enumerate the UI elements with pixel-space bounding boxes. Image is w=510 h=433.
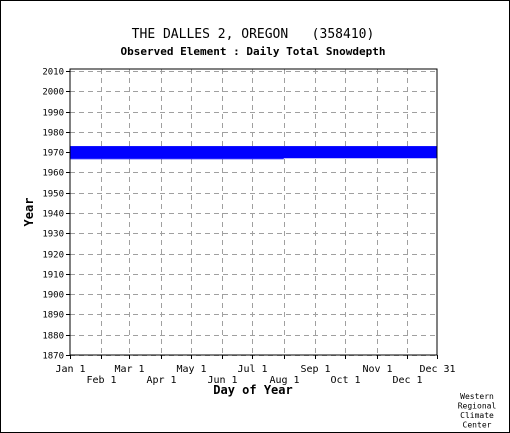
x-tick-label: Aug 1 — [269, 375, 299, 386]
chart-subtitle: Observed Element : Daily Total Snowdepth — [121, 45, 386, 58]
x-tick-label: Dec 1 — [392, 375, 422, 386]
y-axis-label: Year — [22, 198, 36, 227]
y-tick-label: 2000 — [42, 88, 64, 98]
credit-line: Climate — [460, 411, 494, 420]
x-tick-label: Jan 1 — [55, 364, 85, 375]
y-tick-label: 1950 — [42, 190, 64, 200]
snowdepth-bar — [70, 146, 437, 159]
x-tick-label: Jul 1 — [237, 364, 267, 375]
x-tick-label: Dec 31 — [419, 364, 455, 375]
y-tick-label: 1910 — [42, 271, 64, 281]
credit-line: Western — [460, 392, 494, 401]
y-tick-label: 1980 — [42, 129, 64, 139]
y-tick-label: 1870 — [42, 352, 64, 362]
plot-border — [69, 68, 438, 356]
x-tick-label: Feb 1 — [86, 375, 116, 386]
y-tick-label: 1960 — [42, 169, 64, 179]
grid-lines — [70, 69, 437, 356]
y-tick-label: 2010 — [42, 68, 64, 78]
x-tick-label: Sep 1 — [300, 364, 330, 375]
y-tick-label: 1930 — [42, 230, 64, 240]
credit-line: Regional — [458, 402, 497, 411]
x-tick-label: Oct 1 — [330, 375, 360, 386]
y-tick-label: 1970 — [42, 149, 64, 159]
plot-area — [70, 69, 437, 355]
x-axis-label: Day of Year — [213, 383, 292, 397]
x-tick-label: Apr 1 — [146, 375, 176, 386]
y-tick-label: 1940 — [42, 210, 64, 220]
snowdepth-bar — [70, 158, 284, 160]
y-tick-label: 1900 — [42, 291, 64, 301]
x-tick-label: Nov 1 — [362, 364, 392, 375]
y-tick-label: 1880 — [42, 332, 64, 342]
data-bars — [70, 146, 437, 160]
y-tick-label: 1920 — [42, 251, 64, 261]
y-axis-ticks: 2010 2000 1990 1980 1970 1960 1950 1940 1930 1920… — [42, 68, 70, 362]
y-tick-label: 1990 — [42, 109, 64, 119]
x-tick-label: Mar 1 — [114, 364, 144, 375]
x-tick-label: May 1 — [176, 364, 206, 375]
chart-title: THE DALLES 2, OREGON (358410) — [132, 27, 375, 42]
x-tick-label: Jun 1 — [207, 375, 237, 386]
credit-line: Center — [463, 421, 492, 430]
y-tick-label: 1890 — [42, 311, 64, 321]
